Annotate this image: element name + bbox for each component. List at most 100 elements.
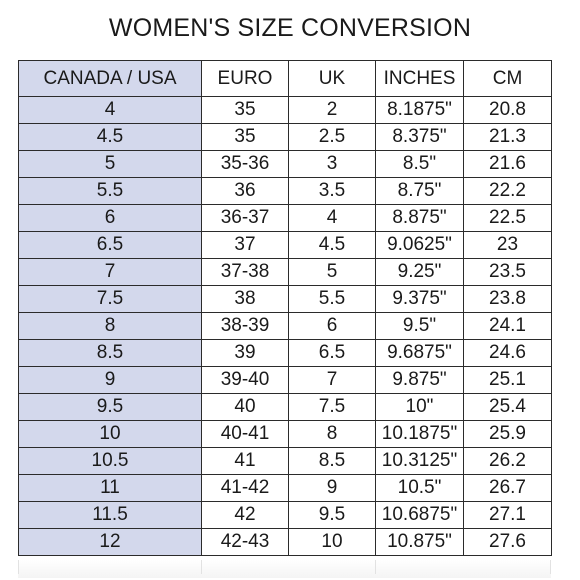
cell-inches: 8.375" — [375, 123, 464, 151]
cell-canada-usa: 5 — [18, 150, 202, 178]
cell-canada-usa: 11.5 — [18, 501, 202, 529]
table-row: 4.5 35 2.5 8.375" 21.3 — [18, 123, 552, 151]
cell-uk: 7 — [288, 366, 376, 394]
cell-euro: 42 — [201, 501, 289, 529]
cell-canada-usa: 9.5 — [18, 393, 202, 421]
cell-uk: 5.5 — [288, 285, 376, 313]
cell-inches: 8.5" — [375, 150, 464, 178]
cell-canada-usa: 8 — [18, 312, 202, 340]
table-row: 6 36-37 4 8.875" 22.5 — [18, 204, 552, 232]
cell-canada-usa: 11 — [18, 474, 202, 502]
cell-euro: 36-37 — [201, 204, 289, 232]
cell-canada-usa: 12 — [18, 528, 202, 556]
cell-cm: 26.2 — [463, 447, 552, 475]
table-row: 11 41-42 9 10.5" 26.7 — [18, 474, 552, 502]
cell-uk: 2.5 — [288, 123, 376, 151]
page-title: WOMEN'S SIZE CONVERSION — [108, 14, 472, 42]
cell-cm: 23.8 — [463, 285, 552, 313]
cell-inches: 9.25" — [375, 258, 464, 286]
table-row: 10.5 41 8.5 10.3125" 26.2 — [18, 447, 552, 475]
cell-inches: 10.875" — [375, 528, 464, 556]
cell-canada-usa: 10 — [18, 420, 202, 448]
cell-euro: 35-36 — [201, 150, 289, 178]
size-conversion-table: CANADA / USA EURO UK INCHES CM 4 35 2 8.187… — [18, 60, 552, 556]
table-row: 5.5 36 3.5 8.75" 22.2 — [18, 177, 552, 205]
cell-euro: 39 — [201, 339, 289, 367]
cell-inches: 10" — [375, 393, 464, 421]
cell-cm: 25.9 — [463, 420, 552, 448]
cell-uk: 7.5 — [288, 393, 376, 421]
cell-cm: 20.8 — [463, 96, 552, 124]
cell-cm: 23.5 — [463, 258, 552, 286]
cell-cm: 21.3 — [463, 123, 552, 151]
cell-canada-usa: 6 — [18, 204, 202, 232]
cell-uk: 2 — [288, 96, 376, 124]
cell-euro: 38-39 — [201, 312, 289, 340]
cell-inches: 9.0625" — [375, 231, 464, 259]
cell-inches: 9.375" — [375, 285, 464, 313]
table-row: 7 37-38 5 9.25" 23.5 — [18, 258, 552, 286]
table-header: CANADA / USA EURO UK INCHES CM — [18, 60, 552, 97]
cell-euro: 40-41 — [201, 420, 289, 448]
cell-euro: 41-42 — [201, 474, 289, 502]
cropped-table-edge — [18, 560, 551, 578]
cell-uk: 5 — [288, 258, 376, 286]
cell-uk: 8.5 — [288, 447, 376, 475]
cell-inches: 9.875" — [375, 366, 464, 394]
cell-canada-usa: 10.5 — [18, 447, 202, 475]
column-header-inches: INCHES — [375, 60, 464, 97]
cell-cm: 24.1 — [463, 312, 552, 340]
cell-euro: 35 — [201, 123, 289, 151]
cell-euro: 41 — [201, 447, 289, 475]
cell-cm: 27.1 — [463, 501, 552, 529]
cell-euro: 39-40 — [201, 366, 289, 394]
cell-uk: 4 — [288, 204, 376, 232]
table-row: 9.5 40 7.5 10" 25.4 — [18, 393, 552, 421]
cell-canada-usa: 7.5 — [18, 285, 202, 313]
column-header-canada-usa: CANADA / USA — [18, 60, 202, 97]
cell-uk: 9 — [288, 474, 376, 502]
table-row: 8.5 39 6.5 9.6875" 24.6 — [18, 339, 552, 367]
cell-inches: 9.6875" — [375, 339, 464, 367]
table-row: 4 35 2 8.1875" 20.8 — [18, 96, 552, 124]
cell-canada-usa: 5.5 — [18, 177, 202, 205]
cell-inches: 8.875" — [375, 204, 464, 232]
cell-inches: 8.1875" — [375, 96, 464, 124]
cell-cm: 25.1 — [463, 366, 552, 394]
cell-cm: 23 — [463, 231, 552, 259]
cell-inches: 10.1875" — [375, 420, 464, 448]
table-row: 7.5 38 5.5 9.375" 23.8 — [18, 285, 552, 313]
column-header-cm: CM — [463, 60, 552, 97]
cell-canada-usa: 7 — [18, 258, 202, 286]
table-row: 6.5 37 4.5 9.0625" 23 — [18, 231, 552, 259]
header-row: CANADA / USA EURO UK INCHES CM — [18, 60, 552, 97]
cell-uk: 3.5 — [288, 177, 376, 205]
cell-cm: 22.5 — [463, 204, 552, 232]
cell-cm: 22.2 — [463, 177, 552, 205]
cell-uk: 9.5 — [288, 501, 376, 529]
cell-canada-usa: 8.5 — [18, 339, 202, 367]
cell-uk: 8 — [288, 420, 376, 448]
table-body: 4 35 2 8.1875" 20.8 4.5 35 2.5 8.375" 21.3 5 35-36 3… — [18, 96, 552, 556]
cell-inches: 10.3125" — [375, 447, 464, 475]
cell-euro: 35 — [201, 96, 289, 124]
cell-euro: 40 — [201, 393, 289, 421]
cell-euro: 37 — [201, 231, 289, 259]
column-header-uk: UK — [288, 60, 376, 97]
cell-inches: 8.75" — [375, 177, 464, 205]
cell-uk: 3 — [288, 150, 376, 178]
table-row: 12 42-43 10 10.875" 27.6 — [18, 528, 552, 556]
cell-euro: 37-38 — [201, 258, 289, 286]
cell-euro: 38 — [201, 285, 289, 313]
cell-uk: 6 — [288, 312, 376, 340]
table-row: 9 39-40 7 9.875" 25.1 — [18, 366, 552, 394]
cell-cm: 25.4 — [463, 393, 552, 421]
cell-canada-usa: 9 — [18, 366, 202, 394]
cell-uk: 4.5 — [288, 231, 376, 259]
column-header-euro: EURO — [201, 60, 289, 97]
table-row: 11.5 42 9.5 10.6875" 27.1 — [18, 501, 552, 529]
cell-euro: 36 — [201, 177, 289, 205]
cell-cm: 26.7 — [463, 474, 552, 502]
table-row: 10 40-41 8 10.1875" 25.9 — [18, 420, 552, 448]
table-row: 8 38-39 6 9.5" 24.1 — [18, 312, 552, 340]
